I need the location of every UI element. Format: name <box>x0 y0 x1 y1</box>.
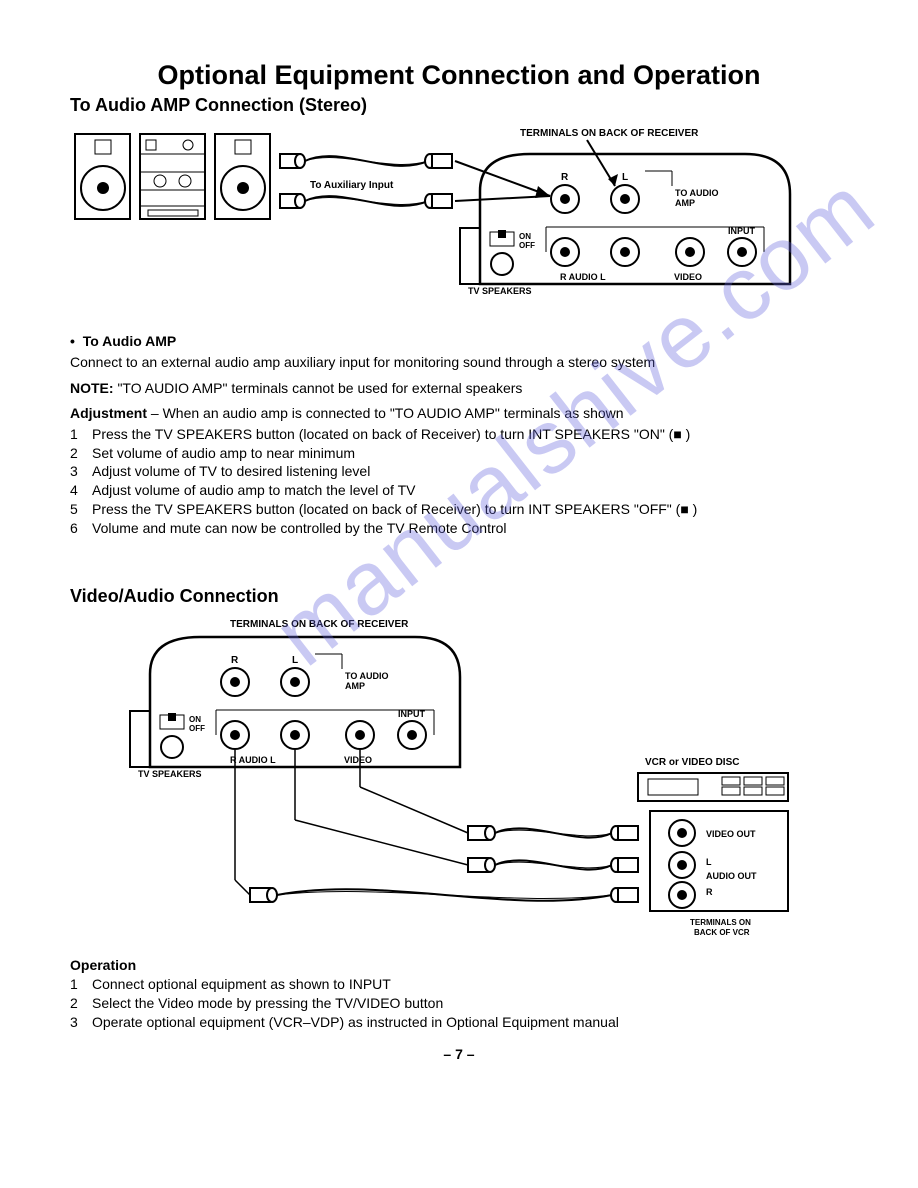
manual-page: Optional Equipment Connection and Operat… <box>0 0 918 1092</box>
svg-text:TV SPEAKERS: TV SPEAKERS <box>468 286 532 296</box>
vcr-icon <box>638 773 788 801</box>
svg-text:AMP: AMP <box>675 198 695 208</box>
list-item: 3Operate optional equipment (VCR–VDP) as… <box>70 1013 848 1032</box>
vcr-label: VCR or VIDEO DISC <box>645 757 739 768</box>
cable-audio-l <box>295 750 638 872</box>
list-item: 6Volume and mute can now be controlled b… <box>70 519 848 538</box>
audio-amp-bullet: • To Audio AMP <box>70 332 848 351</box>
page-number: – 7 – <box>70 1046 848 1062</box>
svg-text:VIDEO: VIDEO <box>674 272 702 282</box>
svg-text:ON: ON <box>189 715 201 724</box>
list-item: 3Adjust volume of TV to desired listenin… <box>70 462 848 481</box>
audio-amp-diagram: To Auxiliary Input TERMINALS ON BACK OF … <box>70 124 840 314</box>
svg-text:TO AUDIO: TO AUDIO <box>675 188 719 198</box>
svg-text:L: L <box>622 172 628 183</box>
svg-text:BACK OF VCR: BACK OF VCR <box>694 928 750 937</box>
speaker-left-icon <box>75 134 130 219</box>
svg-text:TERMINALS ON: TERMINALS ON <box>690 918 751 927</box>
svg-text:AUDIO OUT: AUDIO OUT <box>706 871 757 881</box>
svg-text:VIDEO OUT: VIDEO OUT <box>706 829 756 839</box>
video-audio-diagram: TERMINALS ON BACK OF RECEIVER R L TO AUD… <box>70 615 840 945</box>
svg-text:ON: ON <box>519 232 531 241</box>
svg-text:R: R <box>561 172 569 183</box>
cable-top <box>280 154 452 168</box>
list-item: 5Press the TV SPEAKERS button (located o… <box>70 500 848 519</box>
terminals-label: TERMINALS ON BACK OF RECEIVER <box>520 128 699 139</box>
svg-text:TV SPEAKERS: TV SPEAKERS <box>138 769 202 779</box>
note-line: NOTE: "TO AUDIO AMP" terminals cannot be… <box>70 380 848 396</box>
svg-text:R AUDIO L: R AUDIO L <box>230 755 276 765</box>
terminal-panel-icon: R L TO AUDIO AMP R AUDIO L VIDEO <box>460 154 790 296</box>
svg-text:R: R <box>706 887 713 897</box>
section2-heading: Video/Audio Connection <box>70 586 848 607</box>
cable-bottom <box>280 194 452 208</box>
adjustment-steps: 1Press the TV SPEAKERS button (located o… <box>70 425 848 538</box>
section1-heading: To Audio AMP Connection (Stereo) <box>70 95 848 116</box>
svg-text:VIDEO: VIDEO <box>344 755 372 765</box>
list-item: 2Select the Video mode by pressing the T… <box>70 994 848 1013</box>
speaker-right-icon <box>215 134 270 219</box>
svg-text:L: L <box>292 655 298 666</box>
svg-text:AMP: AMP <box>345 681 365 691</box>
svg-text:TO AUDIO: TO AUDIO <box>345 671 389 681</box>
list-item: 2Set volume of audio amp to near minimum <box>70 444 848 463</box>
to-aux-label: To Auxiliary Input <box>310 180 394 191</box>
stereo-stack-icon <box>140 134 205 219</box>
svg-text:OFF: OFF <box>519 241 535 250</box>
list-item: 1Connect optional equipment as shown to … <box>70 975 848 994</box>
adjustment-line: Adjustment – When an audio amp is connec… <box>70 404 848 423</box>
operation-steps: 1Connect optional equipment as shown to … <box>70 975 848 1032</box>
operation-heading: Operation <box>70 957 848 973</box>
list-item: 1Press the TV SPEAKERS button (located o… <box>70 425 848 444</box>
svg-text:OFF: OFF <box>189 724 205 733</box>
vcr-terminal-panel: VIDEO OUT L AUDIO OUT R <box>650 811 788 911</box>
svg-text:R AUDIO L: R AUDIO L <box>560 272 606 282</box>
list-item: 4Adjust volume of audio amp to match the… <box>70 481 848 500</box>
svg-text:L: L <box>706 857 712 867</box>
page-title: Optional Equipment Connection and Operat… <box>70 60 848 91</box>
audio-amp-paragraph: Connect to an external audio amp auxilia… <box>70 353 848 372</box>
terminals-label: TERMINALS ON BACK OF RECEIVER <box>230 619 409 630</box>
svg-text:R: R <box>231 655 239 666</box>
